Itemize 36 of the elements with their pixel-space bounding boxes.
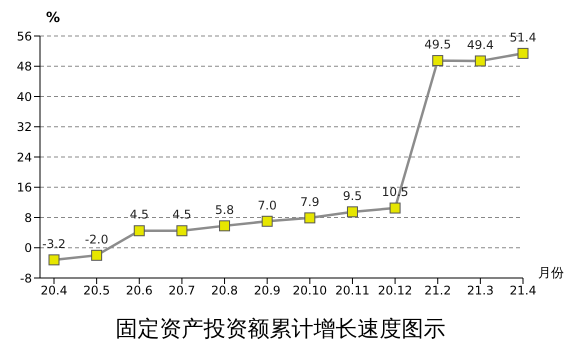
data-label: 49.5: [424, 38, 452, 52]
x-tick-label: 20.8: [211, 284, 238, 298]
x-tick-label: 20.10: [292, 284, 327, 298]
data-label: 7.9: [300, 194, 320, 209]
x-tick-label: 21.2: [424, 284, 452, 298]
data-label: -3.2: [42, 236, 66, 251]
data-label: 4.5: [130, 208, 149, 222]
data-label: 51.4: [510, 30, 536, 44]
y-tick-label: 40: [16, 90, 32, 104]
x-tick-label: 20.5: [83, 284, 110, 298]
y-tick-label: 48: [16, 60, 32, 74]
y-tick-label: 32: [16, 120, 32, 134]
x-tick-label: 20.9: [254, 284, 281, 298]
y-tick-label: 8: [24, 210, 32, 225]
y-axis-title: %: [46, 10, 60, 26]
y-tick-label: 24: [16, 150, 32, 164]
data-label: 4.5: [172, 208, 192, 222]
x-tick-label: 20.12: [378, 284, 412, 298]
y-tick-label: 56: [16, 29, 32, 44]
y-tick-label: 0: [24, 241, 32, 256]
data-label: -2.0: [84, 232, 108, 246]
x-tick-label: 20.4: [40, 284, 68, 298]
data-label: 10.5: [382, 185, 408, 200]
data-label: 9.5: [342, 188, 362, 203]
data-label: 49.4: [467, 38, 494, 52]
y-tick-label: 16: [16, 180, 32, 195]
x-tick-label: 20.6: [126, 284, 153, 298]
x-tick-label: 21.3: [467, 284, 494, 298]
data-label: 7.0: [258, 198, 277, 212]
x-tick-label: 21.4: [510, 284, 536, 298]
x-axis-title: 月份: [538, 265, 564, 282]
text: 固定资产投资额累计增长速度图示: [114, 316, 446, 344]
x-tick-label: 20.7: [168, 284, 196, 298]
x-tick-label: 20.11: [335, 284, 370, 298]
y-tick-label: -8: [20, 271, 32, 286]
data-label: 5.8: [215, 202, 234, 217]
